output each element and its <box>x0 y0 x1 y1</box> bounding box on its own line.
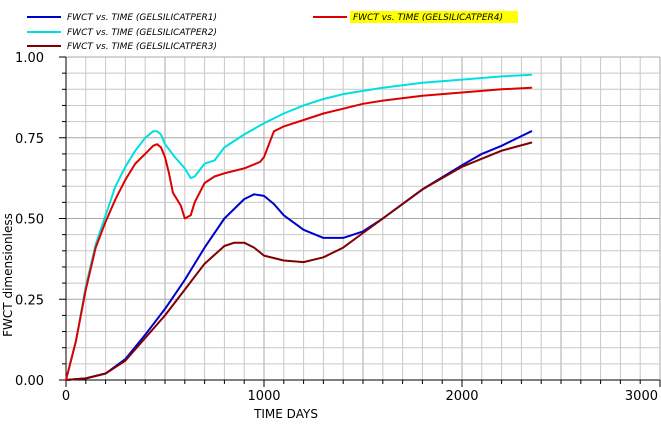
y-tick-label: 0.75 <box>15 132 44 147</box>
legend-highlight <box>350 11 518 23</box>
legend-item-3: FWCT vs. TIME (GELSILICATPER3) <box>27 42 217 52</box>
x-axis-label: TIME DAYS <box>253 407 318 421</box>
legend-label: FWCT vs. TIME (GELSILICATPER4) <box>353 13 503 23</box>
x-tick-label: 0 <box>62 389 70 404</box>
legend: FWCT vs. TIME (GELSILICATPER1) FWCT vs. T… <box>27 11 518 52</box>
legend-item-4: FWCT vs. TIME (GELSILICATPER4) <box>313 11 518 23</box>
x-tick-label: 3000 <box>625 389 658 404</box>
series-line-3 <box>65 141 533 381</box>
series-line-2 <box>65 73 533 381</box>
y-tick-label: 1.00 <box>15 51 44 66</box>
legend-item-1: FWCT vs. TIME (GELSILICATPER1) <box>27 13 217 23</box>
y-tick-label: 0.00 <box>15 374 44 389</box>
legend-label: FWCT vs. TIME (GELSILICATPER1) <box>67 13 217 23</box>
y-axis-label: FWCT dimensionless <box>1 213 15 337</box>
legend-label: FWCT vs. TIME (GELSILICATPER2) <box>67 28 217 38</box>
axes <box>59 56 661 387</box>
series-line-1 <box>65 130 533 381</box>
y-tick-label: 0.25 <box>15 293 44 308</box>
series-lines <box>65 73 533 381</box>
x-tick-label: 2000 <box>445 389 478 404</box>
x-tick-label: 1000 <box>247 389 280 404</box>
grid <box>65 56 661 381</box>
series-line-4 <box>65 86 533 381</box>
legend-label: FWCT vs. TIME (GELSILICATPER3) <box>67 42 217 52</box>
y-tick-label: 0.50 <box>15 213 44 228</box>
legend-item-2: FWCT vs. TIME (GELSILICATPER2) <box>27 28 217 38</box>
tick-labels: 0 1000 2000 3000 0.00 0.25 0.50 0.75 1.00 <box>15 51 658 404</box>
